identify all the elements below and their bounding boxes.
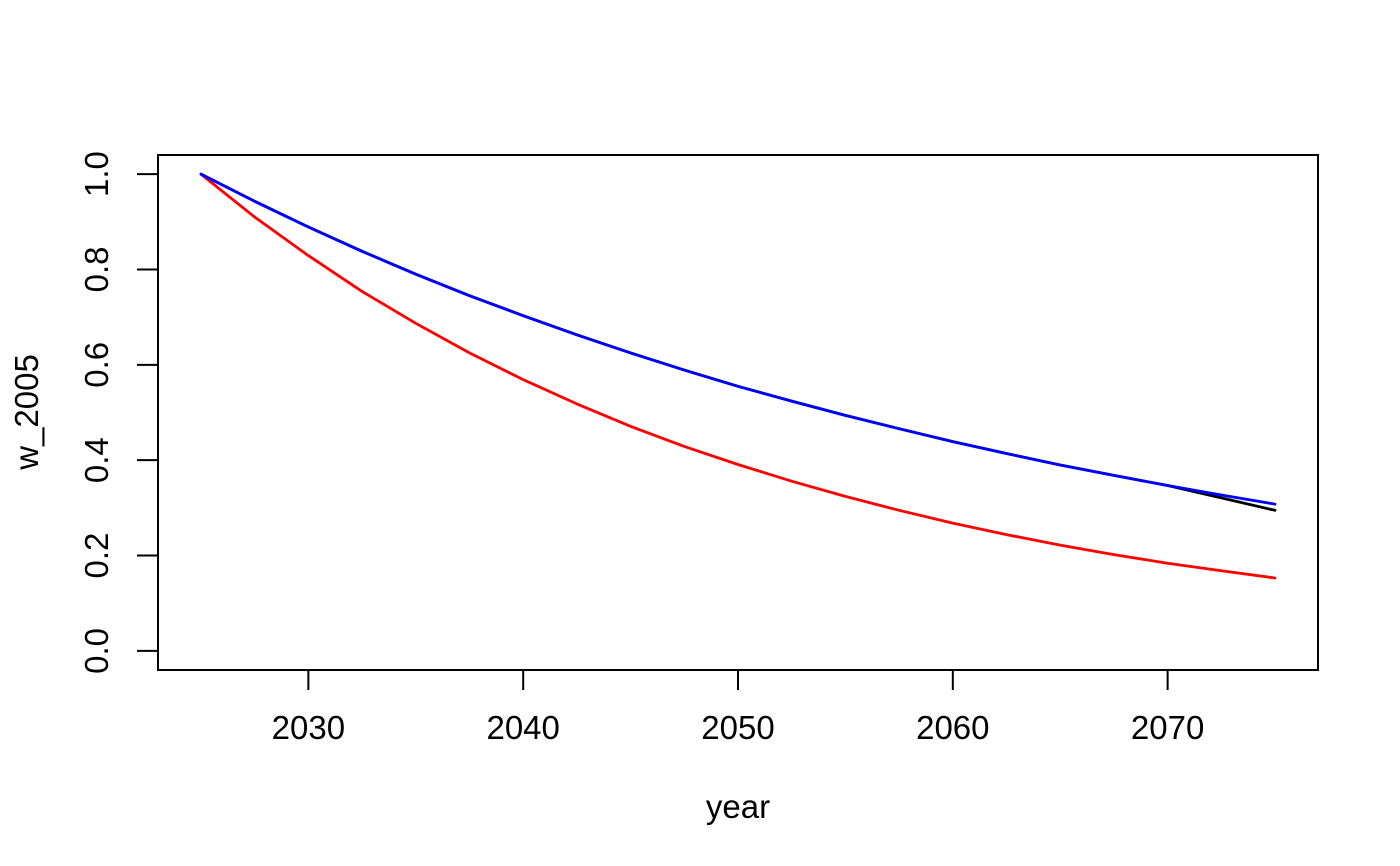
y-tick-label: 0.2 — [78, 533, 115, 579]
x-tick-label: 2060 — [916, 709, 989, 746]
x-tick-label: 2070 — [1131, 709, 1204, 746]
plot-box — [157, 154, 1319, 671]
y-tick-label: 1.0 — [78, 151, 115, 197]
x-axis-label: year — [705, 788, 771, 825]
y-tick-label: 0.0 — [78, 628, 115, 674]
y-tick-label: 0.4 — [78, 437, 115, 483]
y-tick-label: 0.8 — [78, 247, 115, 293]
series-black-line — [199, 172, 1277, 512]
y-axis-label: w_2005 — [8, 354, 45, 470]
series-red-line — [199, 172, 1277, 580]
x-tick-label: 2040 — [486, 709, 559, 746]
x-tick-label: 2030 — [272, 709, 345, 746]
series-blue-line — [199, 172, 1277, 506]
y-tick-label: 0.6 — [78, 342, 115, 388]
x-tick-label: 2050 — [701, 709, 774, 746]
